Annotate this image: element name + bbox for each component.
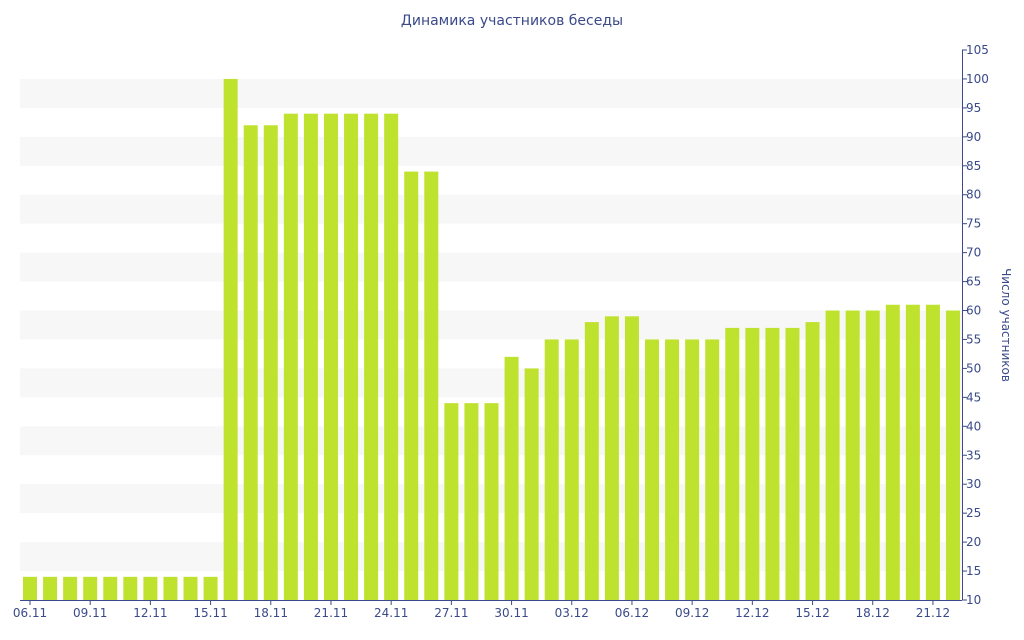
bar-14.12	[785, 327, 800, 600]
grid-band	[20, 136, 962, 166]
bar-15.11	[203, 576, 218, 600]
bar-12.12	[745, 327, 760, 600]
bar-02.12	[544, 339, 559, 600]
y-tick-label: 20	[966, 535, 981, 549]
bar-11.12	[725, 327, 740, 600]
bar-22.12	[946, 310, 960, 600]
y-tick-label: 35	[966, 448, 981, 462]
bar-10.11	[103, 576, 118, 600]
y-tick-label: 80	[966, 188, 981, 202]
y-tick-label: 65	[966, 275, 981, 289]
y-tick-label: 90	[966, 130, 981, 144]
bar-09.11	[83, 576, 98, 600]
bar-11.11	[123, 576, 138, 600]
chart-title: Динамика участников беседы	[400, 13, 624, 29]
y-tick-label: 45	[966, 390, 981, 404]
y-tick-label: 25	[966, 506, 981, 520]
bar-29.11	[484, 403, 499, 600]
x-tick-label: 03.12	[555, 606, 589, 620]
bar-20.12	[905, 304, 920, 600]
y-axis-label: Число участников	[999, 268, 1013, 382]
bar-15.12	[805, 322, 820, 600]
bar-18.11	[263, 125, 278, 600]
x-tick-label: 12.12	[735, 606, 769, 620]
y-tick-label: 60	[966, 304, 981, 318]
bar-16.11	[223, 78, 238, 600]
x-tick-label: 30.11	[494, 606, 528, 620]
bar-07.11	[43, 576, 58, 600]
x-tick-label: 09.12	[675, 606, 709, 620]
bar-07.12	[645, 339, 660, 600]
y-tick-label: 50	[966, 361, 981, 375]
y-tick-label: 10	[966, 593, 981, 607]
bar-27.11	[444, 403, 459, 600]
bar-10.12	[705, 339, 720, 600]
bar-01.12	[524, 368, 539, 600]
bar-12.11	[143, 576, 158, 600]
bar-13.12	[765, 327, 780, 600]
bar-17.12	[845, 310, 860, 600]
x-tick-label: 18.11	[254, 606, 288, 620]
y-tick-label: 95	[966, 101, 981, 115]
x-tick-label: 27.11	[434, 606, 468, 620]
x-tick-label: 21.12	[916, 606, 950, 620]
x-tick-label: 09.11	[73, 606, 107, 620]
bar-26.11	[424, 171, 439, 600]
grid-band	[20, 310, 962, 340]
x-tick-label: 21.11	[314, 606, 348, 620]
bar-09.12	[685, 339, 700, 600]
bar-20.11	[303, 113, 318, 601]
grid-band	[20, 368, 962, 398]
x-tick-label: 24.11	[374, 606, 408, 620]
y-tick-label: 85	[966, 159, 981, 173]
x-tick-label: 06.12	[615, 606, 649, 620]
grid-band	[20, 78, 962, 108]
bar-23.11	[364, 113, 379, 601]
bar-03.12	[564, 339, 579, 600]
y-tick-label: 105	[966, 43, 989, 57]
bar-14.11	[183, 576, 198, 600]
y-tick-label: 30	[966, 477, 981, 491]
bar-19.11	[283, 113, 298, 601]
x-tick-label: 12.11	[133, 606, 167, 620]
x-tick-label: 15.11	[193, 606, 227, 620]
x-tick-label: 15.12	[795, 606, 829, 620]
bar-21.11	[323, 113, 338, 601]
y-tick-label: 15	[966, 564, 981, 578]
bar-21.12	[925, 304, 940, 600]
y-tick-label: 75	[966, 217, 981, 231]
bar-19.12	[885, 304, 900, 600]
y-tick-label: 70	[966, 246, 981, 260]
bar-13.11	[163, 576, 178, 600]
bar-24.11	[384, 113, 399, 601]
bar-08.11	[63, 576, 78, 600]
bar-22.11	[344, 113, 359, 601]
bar-06.12	[624, 316, 639, 600]
bar-25.11	[404, 171, 419, 600]
bar-05.12	[604, 316, 619, 600]
bar-06.11	[23, 576, 37, 600]
bar-16.12	[825, 310, 840, 600]
bar-04.12	[584, 322, 599, 600]
bar-08.12	[665, 339, 680, 600]
x-tick-label: 06.11	[13, 606, 47, 620]
y-tick-label: 100	[966, 72, 989, 86]
bar-28.11	[464, 403, 479, 600]
bar-30.11	[504, 356, 519, 600]
grid-band	[20, 194, 962, 224]
bar-18.12	[865, 310, 880, 600]
grid-band	[20, 252, 962, 282]
x-tick-label: 18.12	[856, 606, 890, 620]
bar-17.11	[243, 125, 258, 600]
y-tick-label: 55	[966, 332, 981, 346]
y-tick-label: 40	[966, 419, 981, 433]
